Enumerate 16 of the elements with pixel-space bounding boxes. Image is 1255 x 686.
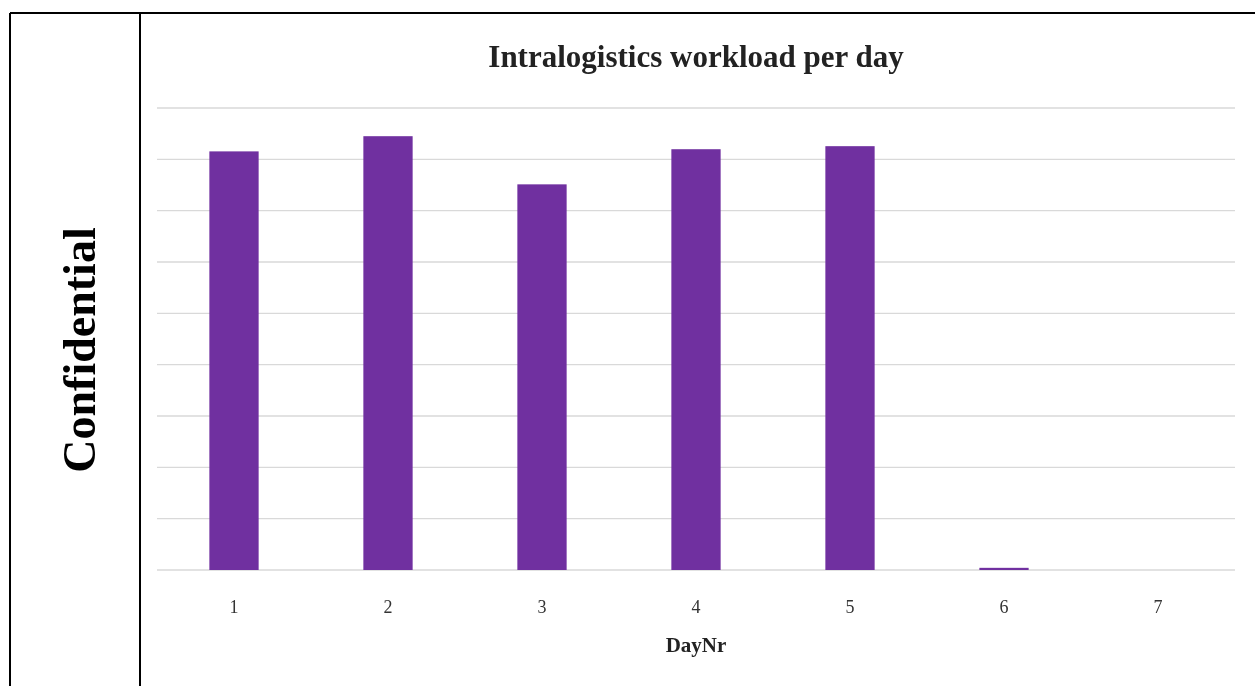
- bar: [517, 184, 567, 570]
- x-tick-label: 5: [845, 596, 855, 617]
- x-tick-label: 1: [229, 596, 239, 617]
- x-axis-title: DayNr: [665, 633, 727, 657]
- bar: [825, 146, 875, 570]
- x-tick-label: 7: [1153, 596, 1163, 617]
- x-tick-label: 2: [383, 596, 393, 617]
- text: Confidential: [54, 227, 105, 473]
- bar: [363, 136, 413, 570]
- bar: [979, 567, 1029, 570]
- bar: [671, 149, 721, 570]
- chart-title: Intralogistics workload per day: [488, 39, 905, 74]
- x-tick-label: 6: [999, 596, 1009, 617]
- x-tick-label: 4: [691, 596, 701, 617]
- bar: [209, 151, 259, 570]
- x-tick-label: 3: [537, 596, 547, 617]
